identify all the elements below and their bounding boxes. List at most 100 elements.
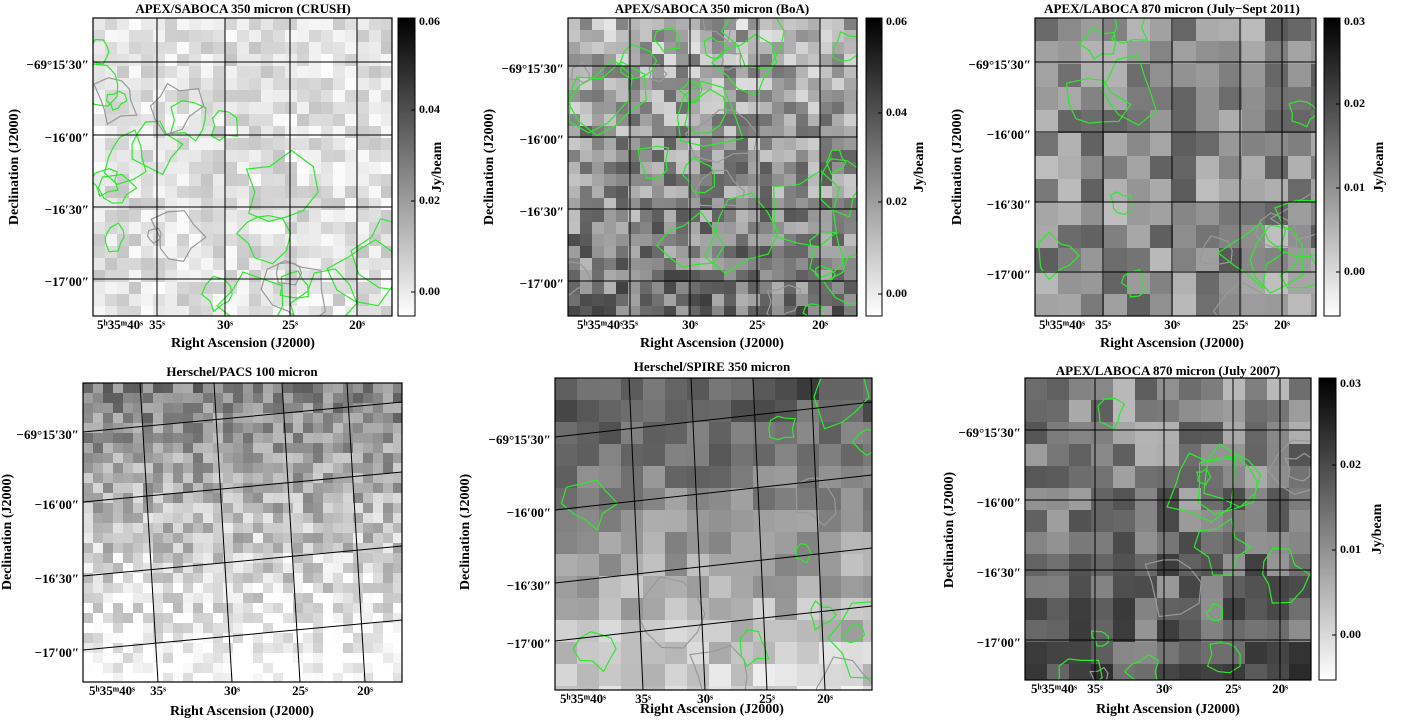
pixel (233, 583, 244, 594)
pixel (1173, 156, 1197, 180)
pixel (153, 198, 166, 211)
pixel (223, 503, 234, 514)
pixel (616, 246, 629, 259)
pixel (243, 533, 254, 544)
pixel (1242, 110, 1266, 134)
pixel (103, 453, 114, 464)
pixel (163, 433, 174, 444)
pixel (321, 66, 334, 79)
pixel (273, 433, 284, 444)
pixel (105, 282, 118, 295)
pixel (117, 138, 130, 151)
pixel (577, 620, 600, 643)
pixel (1091, 488, 1114, 511)
y-tick-label: −69°15′30″ (969, 57, 1031, 72)
pixel (363, 413, 374, 424)
pixel (784, 258, 797, 271)
pixel (253, 553, 264, 564)
pixel (309, 198, 322, 211)
pixel (243, 583, 254, 594)
pixel (343, 643, 354, 654)
pixel (383, 663, 394, 674)
pixel (357, 222, 370, 235)
pixel (93, 42, 106, 55)
pixel (193, 613, 204, 624)
pixel (832, 102, 845, 115)
pixel (333, 234, 346, 247)
pixel (863, 422, 886, 445)
pixel (297, 66, 310, 79)
pixel (223, 463, 234, 474)
pixel (249, 294, 262, 307)
pixel (213, 463, 224, 474)
pixel (303, 443, 314, 454)
pixel (243, 423, 254, 434)
pixel (153, 42, 166, 55)
pixel (321, 306, 334, 319)
pixel (753, 554, 776, 577)
pixel (293, 393, 304, 404)
pixel (664, 258, 677, 271)
y-tick-label: −16′30″ (35, 571, 79, 586)
pixel (103, 493, 114, 504)
pixel (353, 523, 364, 534)
pixel (1288, 248, 1312, 272)
pixel (333, 42, 346, 55)
pixel (303, 573, 314, 584)
pixel (183, 423, 194, 434)
pixel (1267, 620, 1290, 643)
pixel (832, 66, 845, 79)
pixel (1127, 271, 1151, 295)
pixel (665, 400, 688, 423)
pixel (709, 598, 732, 621)
pixel (237, 186, 250, 199)
pixel (297, 102, 310, 115)
pixel (323, 623, 334, 634)
pixel (237, 306, 250, 319)
pixel (173, 393, 184, 404)
pixel (1157, 598, 1180, 621)
pixel (133, 603, 144, 614)
pixel (796, 42, 809, 55)
pixel (373, 533, 384, 544)
pixel (313, 653, 324, 664)
pixel (173, 613, 184, 624)
pixel (724, 150, 737, 163)
pixel (263, 583, 274, 594)
pixel (273, 222, 286, 235)
pixel (83, 473, 94, 484)
pixel (213, 210, 226, 223)
x-tick-label: 20ˢ (1272, 681, 1288, 696)
pixel (203, 453, 214, 464)
pixel (223, 403, 234, 414)
pixel (293, 613, 304, 624)
pixel (383, 593, 394, 604)
panel: APEX/SABOCA 350 micron (CRUSH)−69°15′30″… (7, 1, 445, 351)
pixel (83, 643, 94, 654)
pixel (1288, 110, 1312, 134)
pixel (133, 523, 144, 534)
pixel (153, 473, 164, 484)
pixel (261, 222, 274, 235)
pixel (223, 523, 234, 534)
pixel (772, 162, 785, 175)
pixel (189, 54, 202, 67)
pixel (1081, 41, 1105, 65)
pixel (273, 126, 286, 139)
pixel (383, 403, 394, 414)
pixel (844, 138, 857, 151)
pixel (133, 383, 144, 394)
pixel (141, 282, 154, 295)
x-tick-label: 20ˢ (357, 683, 373, 698)
pixel (343, 413, 354, 424)
pixel (700, 282, 713, 295)
pixel (1058, 202, 1082, 226)
pixel (237, 150, 250, 163)
pixel (1288, 18, 1312, 42)
pixel (1113, 444, 1136, 467)
pixel (363, 423, 374, 434)
pixel (303, 473, 314, 484)
pixel (580, 210, 593, 223)
pixel (261, 30, 274, 43)
pixel (123, 483, 134, 494)
